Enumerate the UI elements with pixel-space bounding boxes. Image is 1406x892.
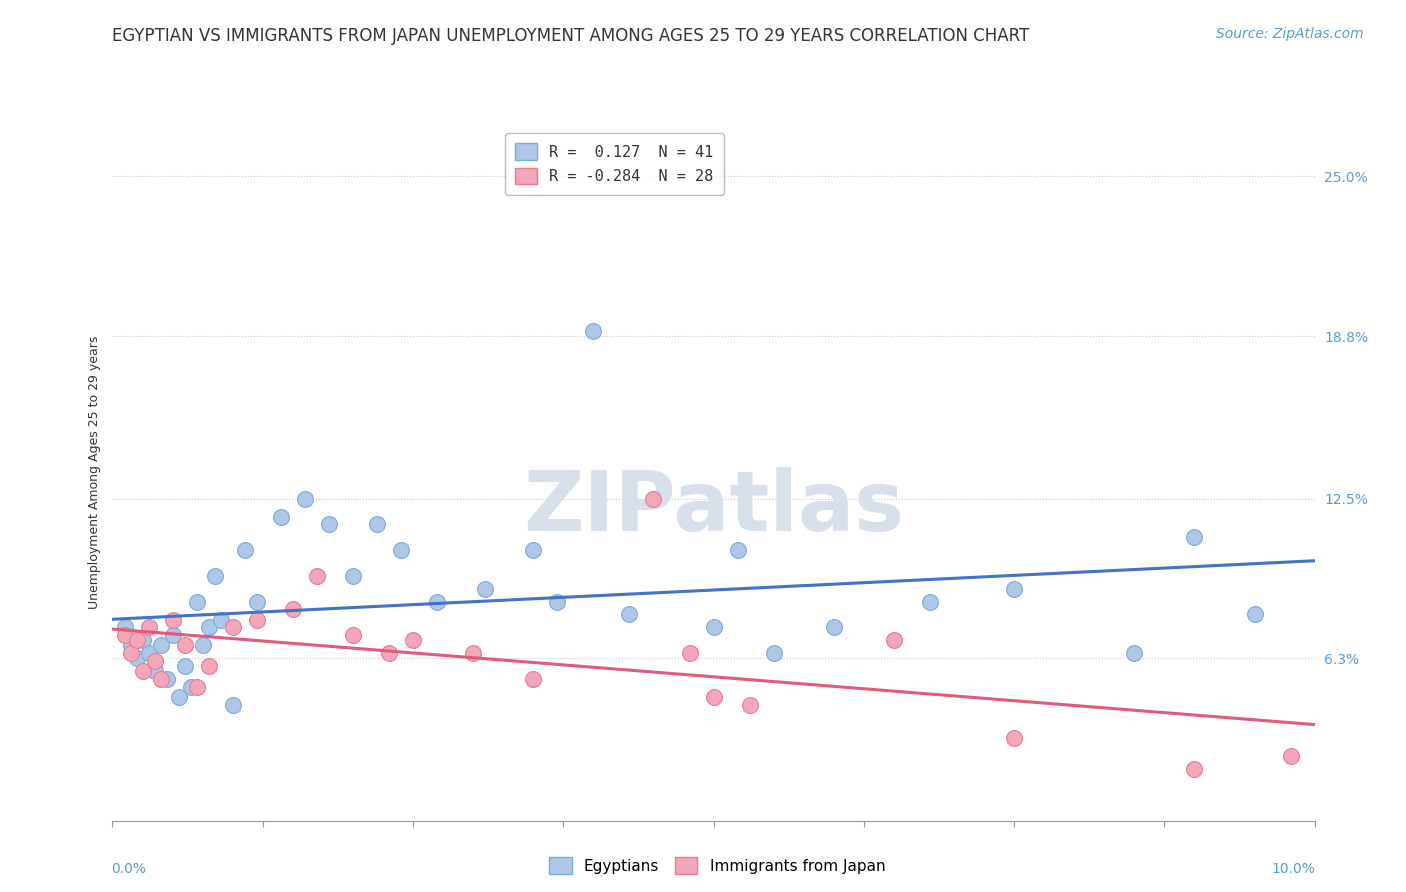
Point (294, 491, 316, 506)
Point (186, 594, 208, 608)
Point (143, 664, 166, 678)
Legend: R =  0.127  N = 41, R = -0.284  N = 28: R = 0.127 N = 41, R = -0.284 N = 28 (505, 133, 724, 194)
Point (305, 569, 328, 583)
Point (738, 698, 761, 712)
Point (1002, 582, 1025, 596)
Point (246, 613, 269, 627)
Point (474, 582, 496, 596)
Point (138, 620, 160, 634)
Point (366, 517, 388, 532)
Point (143, 654, 166, 668)
Point (426, 594, 449, 608)
Point (1243, 607, 1265, 622)
Point (222, 698, 245, 712)
Point (167, 690, 190, 704)
Text: ZIPatlas: ZIPatlas (523, 467, 904, 548)
Point (173, 639, 195, 653)
Point (522, 543, 544, 558)
Point (162, 628, 184, 642)
Y-axis label: Unemployment Among Ages 25 to 29 years: Unemployment Among Ages 25 to 29 years (89, 336, 101, 609)
Point (197, 620, 219, 634)
Point (149, 639, 172, 653)
Point (883, 633, 905, 648)
Point (114, 628, 136, 642)
Point (125, 651, 148, 665)
Point (389, 543, 412, 558)
Point (173, 659, 195, 673)
Point (461, 646, 484, 660)
Point (1279, 749, 1302, 764)
Point (233, 543, 256, 558)
Point (702, 690, 725, 704)
Point (1184, 762, 1206, 776)
Point (318, 517, 340, 532)
Point (378, 646, 401, 660)
Point (762, 646, 785, 660)
Point (209, 613, 232, 627)
Text: Source: ZipAtlas.com: Source: ZipAtlas.com (1216, 27, 1364, 41)
Text: 10.0%: 10.0% (1272, 863, 1316, 876)
Point (162, 613, 184, 627)
Point (1123, 646, 1146, 660)
Point (678, 646, 700, 660)
Point (1184, 530, 1206, 544)
Point (546, 594, 568, 608)
Point (191, 639, 214, 653)
Point (180, 680, 202, 694)
Point (522, 672, 544, 686)
Point (727, 543, 749, 558)
Legend: Egyptians, Immigrants from Japan: Egyptians, Immigrants from Japan (543, 851, 891, 880)
Point (402, 633, 425, 648)
Point (643, 491, 665, 506)
Text: 0.0%: 0.0% (111, 863, 146, 876)
Point (131, 633, 153, 648)
Point (582, 324, 605, 338)
Point (204, 569, 226, 583)
Point (270, 509, 292, 524)
Text: EGYPTIAN VS IMMIGRANTS FROM JAPAN UNEMPLOYMENT AMONG AGES 25 TO 29 YEARS CORRELA: EGYPTIAN VS IMMIGRANTS FROM JAPAN UNEMPL… (112, 27, 1029, 45)
Point (281, 602, 304, 616)
Point (1002, 731, 1025, 746)
Point (120, 639, 142, 653)
Point (114, 620, 136, 634)
Point (222, 620, 245, 634)
Point (619, 607, 641, 622)
Point (823, 620, 845, 634)
Point (186, 680, 208, 694)
Point (918, 594, 941, 608)
Point (342, 628, 364, 642)
Point (131, 664, 153, 678)
Point (120, 646, 142, 660)
Point (125, 633, 148, 648)
Point (246, 594, 269, 608)
Point (149, 672, 172, 686)
Point (197, 659, 219, 673)
Point (155, 672, 177, 686)
Point (138, 646, 160, 660)
Point (342, 569, 364, 583)
Point (702, 620, 725, 634)
